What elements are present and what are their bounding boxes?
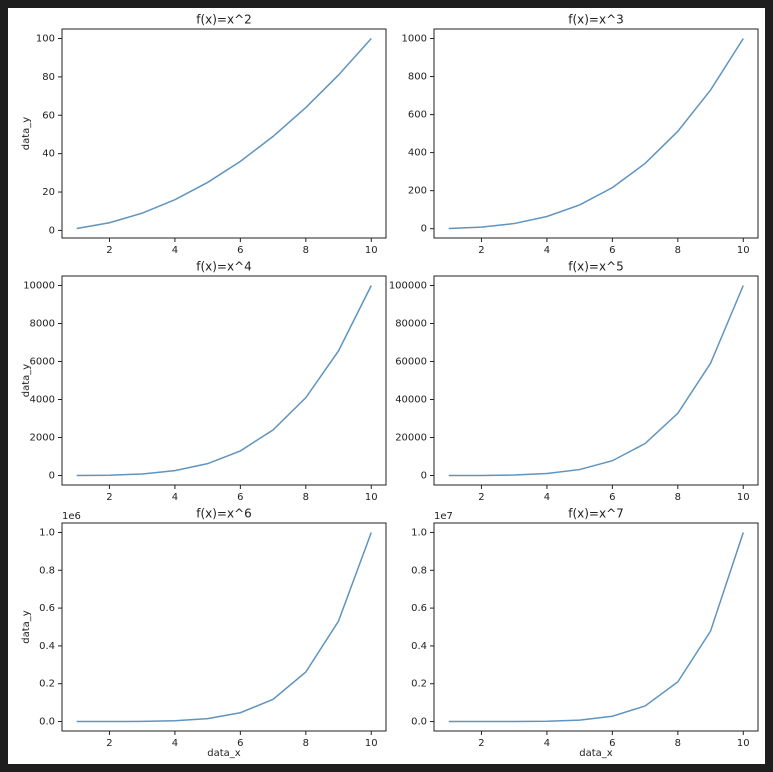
x-tick-label: 6	[237, 492, 243, 503]
line	[76, 532, 372, 723]
x-axis-label: data_x	[579, 748, 613, 759]
x-tick-label: 8	[303, 738, 309, 749]
x-tick-label: 10	[737, 492, 750, 503]
y-tick-label: 800	[408, 72, 427, 83]
x-tick-label: 4	[172, 738, 178, 749]
axes-frame	[61, 28, 387, 239]
x-tick-label: 10	[737, 245, 750, 256]
y-tick-label: 20	[42, 187, 55, 198]
y-tick-label: 1.0	[39, 527, 55, 538]
x-tick-label: 10	[737, 738, 750, 749]
y-tick-label: 40000	[395, 395, 427, 406]
y-tick-label: 0	[49, 225, 55, 236]
x-tick-label: 4	[544, 245, 550, 256]
y-tick-label: 200	[408, 186, 427, 197]
y-tick-label: 4000	[30, 395, 55, 406]
x-tick-label: 6	[237, 245, 243, 256]
x-tick-label: 2	[106, 245, 112, 256]
y-tick-label: 10000	[23, 281, 55, 292]
x-tick-label: 8	[675, 738, 681, 749]
line	[76, 285, 372, 477]
line	[448, 285, 744, 477]
x-tick-label: 2	[478, 245, 484, 256]
y-tick-label: 1.0	[411, 527, 427, 538]
y-tick-label: 80	[42, 72, 55, 83]
y-tick-label: 0	[421, 224, 427, 235]
y-tick-label: 0.4	[39, 641, 55, 652]
axes-frame	[61, 275, 387, 486]
x-tick-label: 2	[106, 492, 112, 503]
x-tick-label: 6	[609, 492, 615, 503]
chart-title: f(x)=x^3	[568, 13, 624, 27]
x-tick-label: 8	[675, 492, 681, 503]
y-tick-label: 400	[408, 148, 427, 159]
offset-label: 1e7	[434, 511, 453, 522]
chart-title: f(x)=x^2	[196, 13, 252, 27]
x-axis-label: data_x	[207, 748, 241, 759]
y-tick-label: 0.8	[411, 565, 427, 576]
x-tick-label: 6	[609, 738, 615, 749]
x-tick-label: 8	[675, 245, 681, 256]
y-tick-label: 0.2	[39, 679, 55, 690]
x-tick-label: 2	[478, 738, 484, 749]
x-tick-label: 10	[365, 738, 378, 749]
chart-title: f(x)=x^4	[196, 260, 252, 274]
x-tick-label: 4	[544, 738, 550, 749]
y-tick-label: 8000	[30, 319, 55, 330]
y-tick-label: 0.6	[411, 603, 427, 614]
axes-frame	[433, 522, 759, 732]
y-tick-label: 20000	[395, 433, 427, 444]
x-tick-label: 6	[609, 245, 615, 256]
y-tick-label: 2000	[30, 433, 55, 444]
x-tick-label: 10	[365, 492, 378, 503]
offset-label: 1e6	[62, 511, 81, 522]
chart-title: f(x)=x^5	[568, 260, 624, 274]
chart-title: f(x)=x^7	[568, 507, 624, 521]
y-tick-label: 100	[36, 34, 55, 45]
x-tick-label: 4	[172, 245, 178, 256]
line	[448, 532, 744, 723]
chart-title: f(x)=x^6	[196, 507, 252, 521]
y-tick-label: 40	[42, 149, 55, 160]
x-tick-label: 4	[544, 492, 550, 503]
x-tick-label: 8	[303, 245, 309, 256]
x-tick-label: 2	[478, 492, 484, 503]
y-tick-label: 0.4	[411, 641, 427, 652]
x-tick-label: 8	[303, 492, 309, 503]
y-tick-label: 60000	[395, 357, 427, 368]
y-tick-label: 6000	[30, 357, 55, 368]
x-tick-label: 2	[106, 738, 112, 749]
y-tick-label: 100000	[389, 281, 427, 292]
axes-frame	[433, 28, 759, 239]
axes-frame	[61, 522, 387, 732]
line	[448, 38, 744, 230]
y-tick-label: 1000	[402, 34, 427, 45]
x-tick-label: 10	[365, 245, 378, 256]
y-tick-label: 0.2	[411, 679, 427, 690]
y-axis-label: data_y	[21, 364, 32, 398]
y-tick-label: 600	[408, 110, 427, 121]
y-axis-label: data_y	[21, 610, 32, 644]
y-axis-label: data_y	[21, 117, 32, 151]
x-tick-label: 6	[237, 738, 243, 749]
y-tick-label: 0	[49, 471, 55, 482]
y-tick-label: 80000	[395, 319, 427, 330]
y-tick-label: 0	[421, 471, 427, 482]
y-tick-label: 60	[42, 110, 55, 121]
x-tick-label: 4	[172, 492, 178, 503]
axes-frame	[433, 275, 759, 486]
y-tick-label: 0.8	[39, 565, 55, 576]
line	[76, 37, 372, 230]
y-tick-label: 0.0	[411, 717, 427, 728]
y-tick-label: 0.6	[39, 603, 55, 614]
y-tick-label: 0.0	[39, 717, 55, 728]
